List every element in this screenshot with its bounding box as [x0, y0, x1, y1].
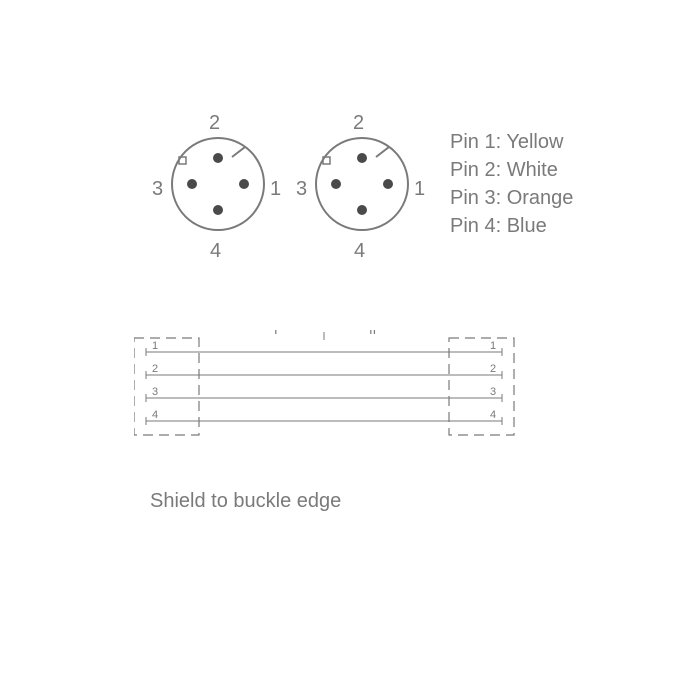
legend-row-4: Pin 4: Blue	[450, 212, 573, 240]
connector-outline	[316, 138, 408, 230]
section-label-2: II	[369, 330, 376, 337]
legend-row-2: Pin 2: White	[450, 156, 573, 184]
wire-num-l3: 3	[152, 386, 158, 398]
legend-row-3: Pin 3: Orange	[450, 184, 573, 212]
wire-num-l2: 2	[152, 363, 158, 375]
pin-color-legend: Pin 1: Yellow Pin 2: White Pin 3: Orange…	[450, 128, 573, 240]
wiring-diagram: 1 2 3 4 1 2 3 4 I II	[134, 330, 524, 460]
wire-num-r4: 4	[490, 409, 496, 421]
section-label-1: I	[274, 330, 278, 337]
left-connector-box	[134, 338, 199, 435]
pin-label-c2-3: 3	[296, 178, 307, 201]
wire-num-r2: 2	[490, 363, 496, 375]
legend-row-1: Pin 1: Yellow	[450, 128, 573, 156]
wire-num-r3: 3	[490, 386, 496, 398]
pin-dot-1	[383, 179, 393, 189]
pin-dot-3	[331, 179, 341, 189]
connector-right	[0, 0, 700, 300]
pin-dot-2	[357, 153, 367, 163]
wire-num-l4: 4	[152, 409, 158, 421]
right-connector-box	[449, 338, 514, 435]
pin-label-c2-2: 2	[353, 112, 364, 135]
shield-note: Shield to buckle edge	[150, 490, 341, 513]
pin-label-c2-1: 1	[414, 178, 425, 201]
wire-num-l1: 1	[152, 340, 158, 352]
wire-num-r1: 1	[490, 340, 496, 352]
pin-dot-4	[357, 205, 367, 215]
pin-label-c2-4: 4	[354, 240, 365, 263]
